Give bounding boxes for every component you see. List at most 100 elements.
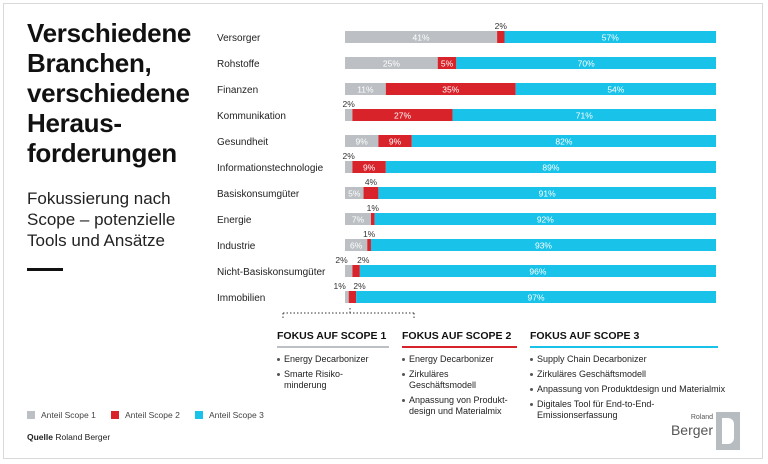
data-label: 35% bbox=[442, 85, 459, 95]
bar-segment bbox=[378, 187, 716, 199]
data-label: 9% bbox=[363, 163, 376, 173]
bar-segment bbox=[497, 31, 505, 43]
data-label: 57% bbox=[602, 33, 619, 43]
data-label: 2% bbox=[357, 255, 370, 265]
source-note: Quelle Roland Berger bbox=[27, 432, 110, 442]
category-label: Versorger bbox=[217, 33, 261, 44]
data-label: 97% bbox=[528, 293, 545, 303]
bar-segment bbox=[345, 57, 438, 69]
focus-heading: FOKUS AUF SCOPE 2 bbox=[402, 330, 512, 342]
focus-heading: FOKUS AUF SCOPE 1 bbox=[277, 330, 387, 342]
title-line: Heraus- bbox=[27, 108, 122, 138]
data-label: 11% bbox=[357, 85, 374, 95]
category-label: Finanzen bbox=[217, 85, 258, 96]
frame bbox=[3, 3, 763, 459]
data-label: 25% bbox=[383, 59, 400, 69]
data-label: 2% bbox=[335, 255, 348, 265]
logo-text-big: Berger bbox=[670, 422, 713, 438]
bar-segment bbox=[345, 135, 379, 147]
legend-item-scope-1: Anteil Scope 1 bbox=[27, 410, 96, 420]
logo-mark-icon bbox=[716, 412, 740, 450]
data-label: 71% bbox=[576, 111, 593, 121]
page-title: Verschiedene Branchen, verschiedene Hera… bbox=[27, 18, 207, 168]
category-label: Informationstechnologie bbox=[217, 163, 324, 174]
source-label: Quelle bbox=[27, 432, 53, 442]
subtitle-line: Tools und Ansätze bbox=[27, 231, 165, 250]
bar-segment bbox=[345, 265, 353, 277]
logo-text-small: Roland bbox=[690, 414, 713, 421]
legend-swatch bbox=[195, 411, 203, 419]
focus-item: Supply Chain Decarbonizer bbox=[530, 354, 718, 365]
data-label: 1% bbox=[367, 203, 380, 213]
focus-scope-3: FOKUS AUF SCOPE 3 Supply Chain Decarboni… bbox=[530, 330, 725, 425]
bar-segment bbox=[345, 291, 349, 303]
bar-segment bbox=[385, 83, 516, 95]
title-line: forderungen bbox=[27, 138, 177, 168]
bar-segment bbox=[352, 109, 453, 121]
data-label: 7% bbox=[352, 215, 365, 225]
title-line: Verschiedene bbox=[27, 18, 192, 48]
bar-segment bbox=[437, 57, 457, 69]
bar-segment bbox=[363, 187, 379, 199]
data-label: 41% bbox=[413, 33, 430, 43]
title-line: verschiedene bbox=[27, 78, 190, 108]
bar-segment bbox=[370, 239, 716, 251]
data-label: 9% bbox=[389, 137, 402, 147]
bar-segment bbox=[378, 135, 412, 147]
category-label: Rohstoffe bbox=[217, 59, 260, 70]
data-label: 82% bbox=[555, 137, 572, 147]
focus-underline bbox=[530, 346, 718, 348]
bar-segment bbox=[345, 109, 353, 121]
data-label: 1% bbox=[334, 281, 347, 291]
bar-segment bbox=[367, 239, 371, 251]
bar-segment bbox=[452, 109, 716, 121]
focus-item: Zirkuläres Geschäftsmodell bbox=[402, 369, 517, 391]
title-divider bbox=[27, 268, 63, 271]
data-label: 96% bbox=[529, 267, 546, 277]
data-label: 92% bbox=[537, 215, 554, 225]
bar-segment bbox=[352, 265, 360, 277]
focus-scope-1: FOKUS AUF SCOPE 1 Energy Decarbonizer Sm… bbox=[277, 330, 389, 395]
bar-segment bbox=[345, 31, 498, 43]
roland-berger-logo: Roland Berger bbox=[671, 412, 746, 452]
legend-item-scope-2: Anteil Scope 2 bbox=[111, 410, 180, 420]
legend-label: Anteil Scope 1 bbox=[41, 410, 96, 420]
bar-segment bbox=[515, 83, 716, 95]
data-label: 5% bbox=[441, 59, 454, 69]
focus-item: Smarte Risiko- minderung bbox=[277, 369, 389, 391]
bar-segment bbox=[352, 161, 386, 173]
category-label: Kommunikation bbox=[217, 111, 286, 122]
category-label: Energie bbox=[217, 215, 252, 226]
category-label: Nicht-Basiskonsumgüter bbox=[217, 267, 326, 278]
category-label: Industrie bbox=[217, 241, 256, 252]
title-line: Branchen, bbox=[27, 48, 152, 78]
data-label: 91% bbox=[539, 189, 556, 199]
subtitle-line: Fokussierung nach bbox=[27, 189, 171, 208]
data-label: 5% bbox=[348, 189, 361, 199]
focus-item: Digitales Tool für End-to-End- Emissions… bbox=[530, 399, 718, 421]
data-label: 89% bbox=[542, 163, 559, 173]
legend-label: Anteil Scope 2 bbox=[125, 410, 180, 420]
bar-segment bbox=[345, 213, 371, 225]
stacked-bar-chart: Versorger 41% 57% 2% Rohstoffe 25% 5% 70% Finanz… bbox=[217, 21, 716, 320]
legend-swatch bbox=[27, 411, 35, 419]
focus-item: Energy Decarbonizer bbox=[402, 354, 517, 365]
bar-segment bbox=[359, 265, 716, 277]
data-label: 2% bbox=[495, 21, 508, 31]
focus-item: Anpassung von Produktdesign und Material… bbox=[530, 384, 725, 395]
category-label: Immobilien bbox=[217, 293, 265, 304]
category-label: Basiskonsumgüter bbox=[217, 189, 300, 200]
bar-segment bbox=[348, 291, 357, 303]
data-label: 27% bbox=[394, 111, 411, 121]
page-subtitle: Fokussierung nach Scope – potenzielle To… bbox=[27, 188, 217, 251]
bar-segment bbox=[374, 213, 716, 225]
legend-swatch bbox=[111, 411, 119, 419]
focus-item: Anpassung von Produkt- design und Materi… bbox=[402, 395, 517, 417]
legend-item-scope-3: Anteil Scope 3 bbox=[195, 410, 264, 420]
bar-segment bbox=[345, 187, 364, 199]
bar-segment bbox=[504, 31, 716, 43]
data-label: 54% bbox=[607, 85, 624, 95]
data-label: 93% bbox=[535, 241, 552, 251]
data-label: 2% bbox=[343, 151, 356, 161]
data-label: 2% bbox=[343, 99, 356, 109]
